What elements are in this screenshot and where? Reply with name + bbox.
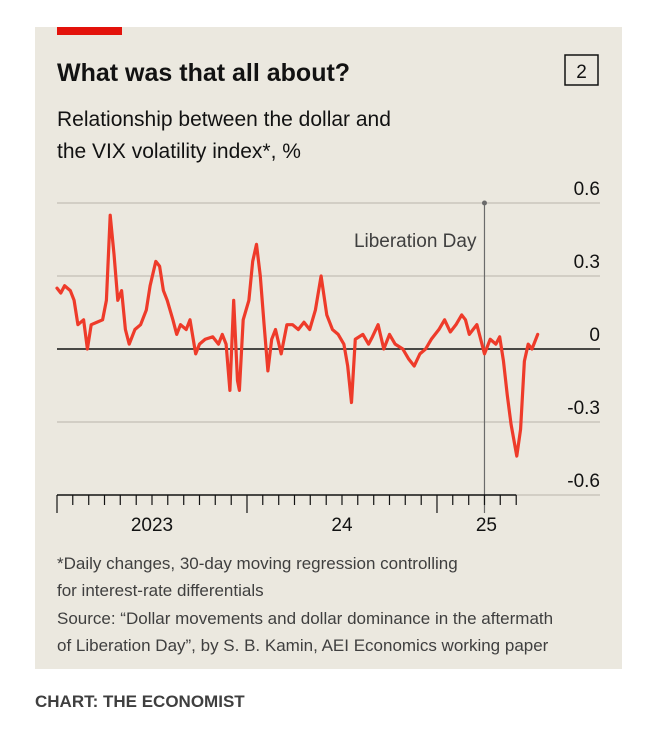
y-tick-label: 0: [589, 325, 600, 346]
red-tag: [57, 27, 122, 35]
chart-panel: [35, 27, 622, 669]
y-tick-label: 0.3: [574, 252, 600, 273]
y-tick-label: 0.6: [574, 179, 600, 200]
data-line: [55, 213, 540, 458]
source: Source: “Dollar movements and dollar dom…: [57, 609, 553, 628]
source: of Liberation Day”, by S. B. Kamin, AEI …: [57, 636, 549, 655]
annotation-dot: [481, 200, 487, 206]
footnote: for interest-rate differentials: [57, 581, 264, 600]
chart-title: What was that all about?: [57, 59, 350, 87]
annotation-label: Liberation Day: [354, 231, 477, 252]
chart-number: 2: [576, 62, 587, 83]
x-tick-label: 25: [476, 515, 497, 536]
footnote: *Daily changes, 30-day moving regression…: [57, 554, 458, 573]
x-tick-label: 24: [331, 515, 353, 536]
credit: CHART: THE ECONOMIST: [35, 692, 245, 711]
subtitle: Relationship between the dollar and: [57, 108, 391, 131]
y-tick-label: -0.6: [567, 471, 600, 492]
subtitle: the VIX volatility index*, %: [57, 140, 301, 163]
x-tick-label: 2023: [131, 515, 173, 536]
y-tick-label: -0.3: [567, 398, 600, 419]
chart-number-box: [564, 54, 599, 86]
